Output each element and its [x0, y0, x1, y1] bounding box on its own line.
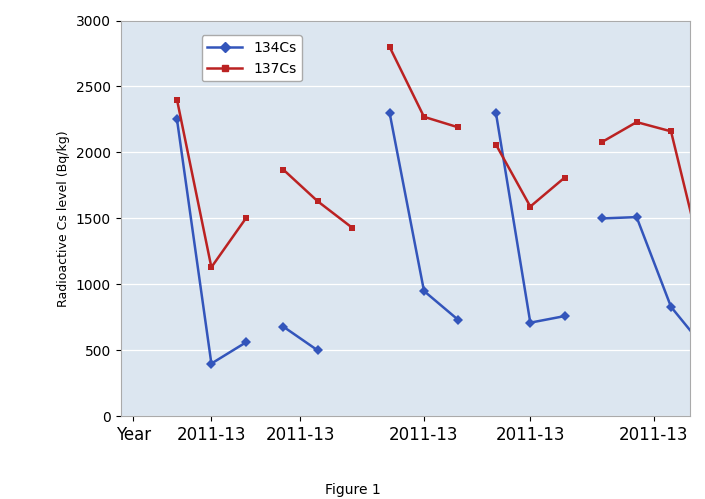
Legend: 134Cs, 137Cs: 134Cs, 137Cs — [202, 35, 302, 81]
Text: Figure 1: Figure 1 — [324, 483, 381, 497]
Y-axis label: Radioactive Cs level (Bq/kg): Radioactive Cs level (Bq/kg) — [57, 130, 70, 307]
